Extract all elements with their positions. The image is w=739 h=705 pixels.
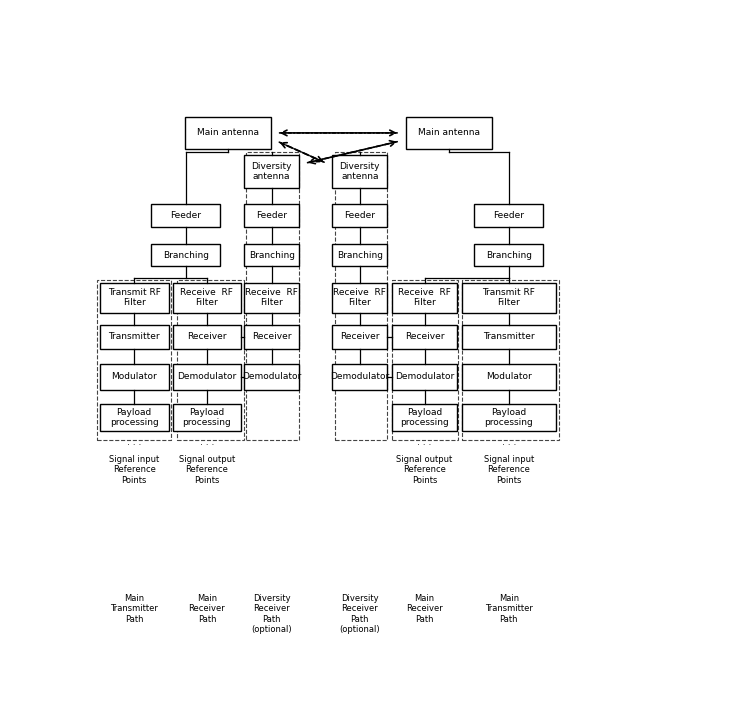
- Text: Feeder: Feeder: [344, 211, 375, 220]
- FancyBboxPatch shape: [244, 364, 299, 390]
- Text: Diversity
Receiver
Path
(optional): Diversity Receiver Path (optional): [339, 594, 380, 634]
- FancyBboxPatch shape: [392, 364, 457, 390]
- Text: Receive  RF
Filter: Receive RF Filter: [245, 288, 298, 307]
- Text: Feeder: Feeder: [256, 211, 287, 220]
- FancyBboxPatch shape: [151, 244, 220, 266]
- Text: Receiver: Receiver: [187, 332, 227, 341]
- Text: Payload
processing: Payload processing: [110, 407, 159, 427]
- Text: Signal input
Reference
Points: Signal input Reference Points: [483, 455, 534, 484]
- FancyBboxPatch shape: [462, 283, 556, 312]
- FancyBboxPatch shape: [333, 283, 387, 312]
- Text: Receiver: Receiver: [252, 332, 291, 341]
- Text: Demodulator: Demodulator: [330, 372, 389, 381]
- FancyBboxPatch shape: [244, 324, 299, 349]
- FancyBboxPatch shape: [392, 324, 457, 349]
- FancyBboxPatch shape: [406, 117, 491, 149]
- FancyBboxPatch shape: [392, 404, 457, 431]
- Text: Modulator: Modulator: [486, 372, 531, 381]
- FancyBboxPatch shape: [244, 155, 299, 188]
- FancyBboxPatch shape: [173, 324, 241, 349]
- Text: Main
Receiver
Path: Main Receiver Path: [406, 594, 443, 624]
- Text: Feeder: Feeder: [170, 211, 201, 220]
- FancyBboxPatch shape: [100, 364, 168, 390]
- FancyBboxPatch shape: [333, 244, 387, 266]
- FancyBboxPatch shape: [474, 244, 543, 266]
- Text: Diversity
antenna: Diversity antenna: [251, 161, 292, 181]
- FancyBboxPatch shape: [151, 204, 220, 227]
- FancyBboxPatch shape: [333, 155, 387, 188]
- Text: . . .: . . .: [127, 439, 141, 448]
- Text: Demodulator: Demodulator: [177, 372, 236, 381]
- Text: Transmitter: Transmitter: [483, 332, 534, 341]
- Text: Transmitter: Transmitter: [109, 332, 160, 341]
- FancyBboxPatch shape: [462, 364, 556, 390]
- Text: Main antenna: Main antenna: [197, 128, 259, 137]
- Text: Diversity
antenna: Diversity antenna: [340, 161, 380, 181]
- FancyBboxPatch shape: [244, 204, 299, 227]
- Text: . . .: . . .: [418, 439, 432, 448]
- Text: Branching: Branching: [337, 250, 383, 259]
- Text: Payload
processing: Payload processing: [484, 407, 533, 427]
- FancyBboxPatch shape: [173, 364, 241, 390]
- FancyBboxPatch shape: [333, 204, 387, 227]
- Text: Branching: Branching: [163, 250, 208, 259]
- Text: Demodulator: Demodulator: [242, 372, 302, 381]
- Text: Signal output
Reference
Points: Signal output Reference Points: [179, 455, 235, 484]
- Text: . . .: . . .: [502, 439, 516, 448]
- Text: Payload
processing: Payload processing: [183, 407, 231, 427]
- FancyBboxPatch shape: [333, 324, 387, 349]
- Text: Diversity
Receiver
Path
(optional): Diversity Receiver Path (optional): [251, 594, 292, 634]
- FancyBboxPatch shape: [244, 244, 299, 266]
- FancyBboxPatch shape: [474, 204, 543, 227]
- Text: . . .: . . .: [200, 439, 214, 448]
- Text: Branching: Branching: [248, 250, 295, 259]
- Text: Signal input
Reference
Points: Signal input Reference Points: [109, 455, 160, 484]
- Text: Branching: Branching: [486, 250, 532, 259]
- FancyBboxPatch shape: [100, 283, 168, 312]
- Text: Transmit RF
Filter: Transmit RF Filter: [108, 288, 160, 307]
- Text: Main
Receiver
Path: Main Receiver Path: [188, 594, 225, 624]
- FancyBboxPatch shape: [185, 117, 271, 149]
- Text: Payload
processing: Payload processing: [401, 407, 449, 427]
- FancyBboxPatch shape: [462, 404, 556, 431]
- Text: Main
Transmitter
Path: Main Transmitter Path: [110, 594, 158, 624]
- FancyBboxPatch shape: [392, 283, 457, 312]
- Text: Feeder: Feeder: [493, 211, 524, 220]
- Text: Transmit RF
Filter: Transmit RF Filter: [483, 288, 535, 307]
- Text: Receiver: Receiver: [405, 332, 444, 341]
- Text: Signal output
Reference
Points: Signal output Reference Points: [396, 455, 453, 484]
- FancyBboxPatch shape: [173, 404, 241, 431]
- Text: Receive  RF
Filter: Receive RF Filter: [398, 288, 451, 307]
- Text: Receive  RF
Filter: Receive RF Filter: [333, 288, 386, 307]
- Text: Receiver: Receiver: [340, 332, 380, 341]
- FancyBboxPatch shape: [333, 364, 387, 390]
- FancyBboxPatch shape: [244, 283, 299, 312]
- FancyBboxPatch shape: [462, 324, 556, 349]
- Text: Demodulator: Demodulator: [395, 372, 454, 381]
- Text: Receive  RF
Filter: Receive RF Filter: [180, 288, 234, 307]
- FancyBboxPatch shape: [100, 404, 168, 431]
- Text: Main
Transmitter
Path: Main Transmitter Path: [485, 594, 533, 624]
- Text: Main antenna: Main antenna: [418, 128, 480, 137]
- FancyBboxPatch shape: [173, 283, 241, 312]
- FancyBboxPatch shape: [100, 324, 168, 349]
- Text: Modulator: Modulator: [112, 372, 157, 381]
